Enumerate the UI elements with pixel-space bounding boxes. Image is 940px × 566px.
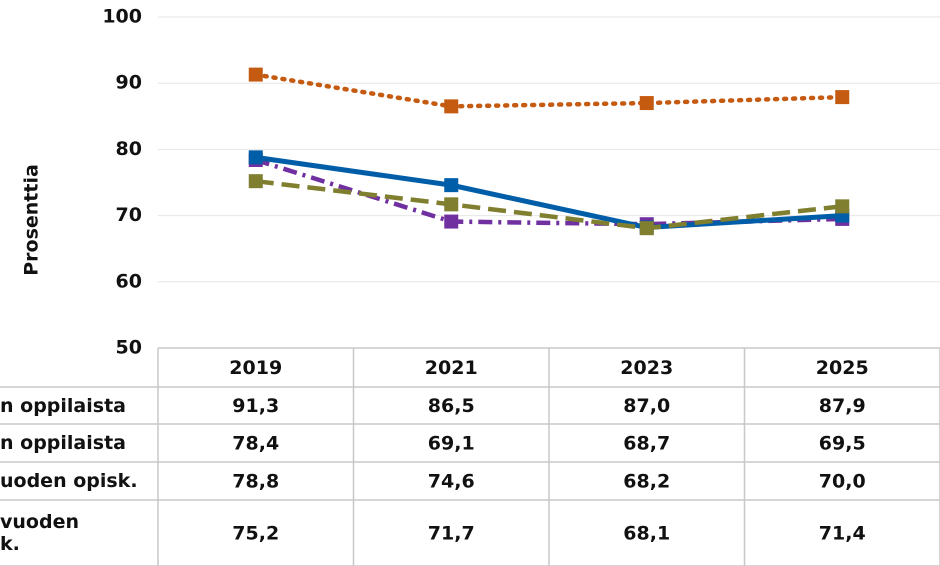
marker [444,214,459,229]
table-value: 87,0 [623,395,670,417]
table-value: 78,8 [232,471,279,493]
y-tick-label: 80 [116,138,142,160]
marker [444,197,459,212]
series-label: uoden opisk. [0,470,138,492]
y-tick-label: 100 [102,6,142,28]
x-tick-label: 2023 [620,357,673,379]
table-value: 71,4 [819,523,866,545]
table-value: 68,2 [623,471,670,493]
table-value: 75,2 [232,523,279,545]
table-value: 71,7 [428,523,475,545]
table-value: 70,0 [819,471,866,493]
table-value: 69,5 [819,433,866,455]
marker [835,199,850,214]
series-line [253,72,845,109]
marker [248,174,263,189]
x-tick-label: 2019 [229,357,282,379]
y-tick-label: 70 [116,204,142,226]
table-value: 69,1 [428,433,475,455]
series-line [255,178,843,231]
y-axis-title: Prosenttia [21,164,43,276]
marker [835,90,850,105]
table-value: 87,9 [819,395,866,417]
marker [248,67,263,82]
y-tick-label: 90 [116,72,142,94]
marker [444,99,459,114]
marker [639,221,654,236]
table-value: 74,6 [428,471,475,493]
series-line [255,154,843,231]
table-value: 78,4 [232,433,279,455]
x-tick-label: 2025 [816,357,869,379]
table-value: 68,7 [623,433,670,455]
series-label: vuoden k. [0,511,79,555]
table-value: 86,5 [428,395,475,417]
x-tick-label: 2021 [425,357,478,379]
y-tick-label: 50 [116,337,142,359]
marker [248,150,263,165]
series-label: n oppilaista [0,432,126,454]
marker [639,96,654,111]
table-value: 91,3 [232,395,279,417]
series-label: n oppilaista [0,394,126,417]
table-value: 68,1 [623,523,670,545]
marker [444,178,459,193]
y-tick-label: 60 [116,270,142,292]
